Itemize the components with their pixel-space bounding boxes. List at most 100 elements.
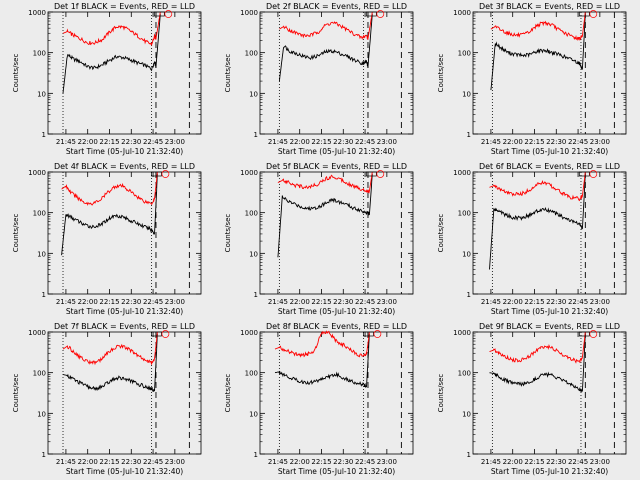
x-tick-label: 22:45	[143, 458, 163, 466]
x-tick-label: 22:45	[143, 298, 163, 306]
lld-series-line	[61, 171, 158, 206]
events-series-line	[274, 333, 370, 388]
lld-series-line	[490, 11, 586, 41]
x-tick-label: 23:00	[165, 138, 185, 146]
x-tick-label: 22:30	[546, 298, 566, 306]
saturation-marker	[376, 10, 385, 18]
y-tick-label: 1000	[453, 169, 471, 177]
y-tick-label: 1000	[28, 9, 46, 17]
y-tick-label: 1000	[240, 329, 258, 337]
x-tick-label: 21:45	[268, 458, 288, 466]
chart-title: Det 1f BLACK = Events, RED = LLD	[54, 2, 195, 11]
y-axis-label: Counts/sec	[224, 374, 232, 413]
x-tick-label: 23:00	[377, 298, 397, 306]
x-tick-label: 22:45	[568, 298, 588, 306]
saturation-marker	[578, 11, 590, 17]
x-tick-label: 22:30	[333, 298, 353, 306]
x-tick-label: 21:45	[481, 298, 501, 306]
events-series-line	[489, 173, 586, 270]
x-tick-label: 21:45	[56, 458, 76, 466]
x-tick-label: 21:45	[56, 298, 76, 306]
y-tick-label: 1	[467, 451, 471, 459]
x-axis-label: Start Time (05-Jul-10 21:32:40)	[66, 307, 183, 316]
x-tick-label: 22:00	[290, 138, 310, 146]
x-tick-label: 23:00	[377, 458, 397, 466]
x-tick-label: 22:30	[546, 138, 566, 146]
x-tick-label: 22:15	[99, 458, 119, 466]
x-tick-label: 22:15	[311, 458, 331, 466]
saturation-marker	[373, 330, 382, 338]
plot-frame	[259, 171, 414, 295]
y-tick-label: 1	[42, 451, 46, 459]
events-series-line	[62, 333, 158, 393]
plot-frame	[259, 11, 414, 135]
y-tick-label: 1	[254, 291, 258, 299]
saturation-marker	[161, 330, 170, 338]
saturation-marker	[578, 171, 590, 177]
plot-frame	[472, 331, 627, 455]
lld-series-line	[489, 331, 586, 364]
x-tick-label: 23:00	[377, 138, 397, 146]
y-tick-label: 1000	[453, 9, 471, 17]
x-tick-label: 22:45	[355, 138, 375, 146]
x-tick-label: 22:30	[546, 458, 566, 466]
y-tick-label: 100	[245, 210, 258, 218]
events-series-line	[61, 173, 158, 256]
y-tick-label: 10	[462, 90, 471, 98]
x-axis-label: Start Time (05-Jul-10 21:32:40)	[66, 467, 183, 476]
chart-title: Det 8f BLACK = Events, RED = LLD	[266, 322, 407, 331]
saturation-marker	[161, 170, 170, 178]
chart-panel: Det 1f BLACK = Events, RED = LLD 1 10 100 10…	[12, 2, 202, 156]
chart-title: Det 6f BLACK = Events, RED = LLD	[479, 162, 620, 171]
y-tick-label: 100	[33, 370, 46, 378]
lld-series-line	[62, 11, 161, 46]
y-tick-label: 1000	[28, 169, 46, 177]
y-axis-label: Counts/sec	[12, 374, 20, 413]
x-tick-label: 22:45	[355, 458, 375, 466]
y-tick-label: 1000	[240, 9, 258, 17]
saturation-marker	[589, 330, 598, 338]
plot-frame	[259, 331, 414, 455]
chart-title: Det 2f BLACK = Events, RED = LLD	[266, 2, 407, 11]
saturation-marker	[151, 171, 162, 177]
y-tick-label: 1	[42, 131, 46, 139]
x-tick-label: 22:00	[503, 138, 523, 146]
events-series-line	[62, 13, 161, 94]
x-tick-label: 21:45	[268, 138, 288, 146]
y-tick-label: 1	[254, 451, 258, 459]
x-tick-label: 23:00	[590, 458, 610, 466]
saturation-marker	[578, 331, 590, 337]
plot-frame	[472, 11, 627, 135]
saturation-marker	[376, 170, 385, 178]
x-tick-label: 22:45	[568, 138, 588, 146]
lld-series-line	[277, 171, 373, 194]
events-series-line	[490, 13, 586, 91]
events-series-line	[278, 13, 373, 82]
saturation-marker	[365, 171, 377, 177]
plot-frame	[47, 11, 202, 135]
saturation-marker	[589, 10, 598, 18]
x-tick-label: 22:00	[290, 458, 310, 466]
x-tick-label: 22:30	[121, 458, 141, 466]
chart-panel: Det 7f BLACK = Events, RED = LLD 1 10 100 10…	[12, 322, 202, 476]
y-tick-label: 100	[458, 210, 471, 218]
x-tick-label: 23:00	[165, 298, 185, 306]
x-tick-label: 22:00	[503, 458, 523, 466]
y-axis-label: Counts/sec	[437, 214, 445, 253]
y-axis-label: Counts/sec	[12, 214, 20, 253]
x-tick-label: 22:30	[121, 138, 141, 146]
y-tick-label: 10	[37, 410, 46, 418]
x-tick-label: 22:15	[524, 298, 544, 306]
x-axis-label: Start Time (05-Jul-10 21:32:40)	[278, 147, 395, 156]
x-tick-label: 22:15	[99, 298, 119, 306]
y-axis-label: Counts/sec	[12, 54, 20, 93]
x-tick-label: 21:45	[481, 138, 501, 146]
x-tick-label: 22:00	[290, 298, 310, 306]
y-axis-label: Counts/sec	[224, 214, 232, 253]
y-axis-label: Counts/sec	[437, 374, 445, 413]
chart-title: Det 9f BLACK = Events, RED = LLD	[479, 322, 620, 331]
saturation-marker	[365, 11, 377, 17]
y-tick-label: 100	[245, 50, 258, 58]
x-tick-label: 22:15	[99, 138, 119, 146]
